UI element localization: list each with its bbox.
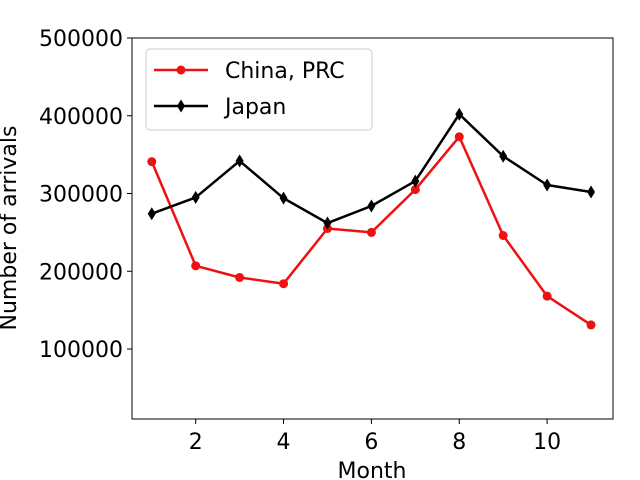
- plot-area: [147, 107, 596, 330]
- data-point: [543, 178, 552, 192]
- data-point: [542, 291, 552, 301]
- data-point: [323, 216, 332, 230]
- data-point: [279, 191, 288, 205]
- y-tick-label: 500000: [39, 27, 123, 52]
- data-point: [587, 185, 596, 199]
- y-tick-label: 400000: [39, 105, 123, 130]
- data-point: [410, 185, 420, 195]
- legend-label: China, PRC: [225, 59, 345, 84]
- legend-label: Japan: [223, 95, 286, 120]
- data-point: [454, 132, 464, 142]
- data-point: [147, 157, 157, 167]
- plot-frame: [131, 37, 614, 420]
- data-point: [147, 207, 156, 221]
- data-point: [279, 279, 289, 289]
- data-point: [498, 230, 508, 240]
- data-point: [366, 227, 376, 237]
- legend-marker: [176, 65, 186, 75]
- y-tick-label: 200000: [39, 260, 123, 285]
- data-point: [411, 174, 420, 188]
- x-tick-label: 10: [533, 430, 561, 455]
- y-tick-label: 300000: [39, 183, 123, 208]
- data-point: [455, 107, 464, 121]
- x-tick-label: 8: [452, 430, 466, 455]
- y-axis-label: Number of arrivals: [0, 126, 22, 331]
- x-axis-label: Month: [338, 459, 407, 480]
- x-tick-label: 2: [189, 430, 203, 455]
- data-point: [191, 261, 201, 271]
- y-tick-label: 100000: [39, 338, 123, 363]
- legend-marker: [177, 99, 185, 113]
- x-tick-label: 6: [364, 430, 378, 455]
- data-point: [235, 154, 244, 168]
- legend: China, PRC Japan: [145, 48, 373, 131]
- x-tick-label: 4: [277, 430, 291, 455]
- data-point: [586, 320, 596, 330]
- data-point: [367, 199, 376, 213]
- data-point: [499, 149, 508, 163]
- data-point: [191, 190, 200, 204]
- data-point: [235, 272, 245, 282]
- axes: 2 4 6 8 10 100000 200000 300000 400000 500000: [39, 27, 614, 455]
